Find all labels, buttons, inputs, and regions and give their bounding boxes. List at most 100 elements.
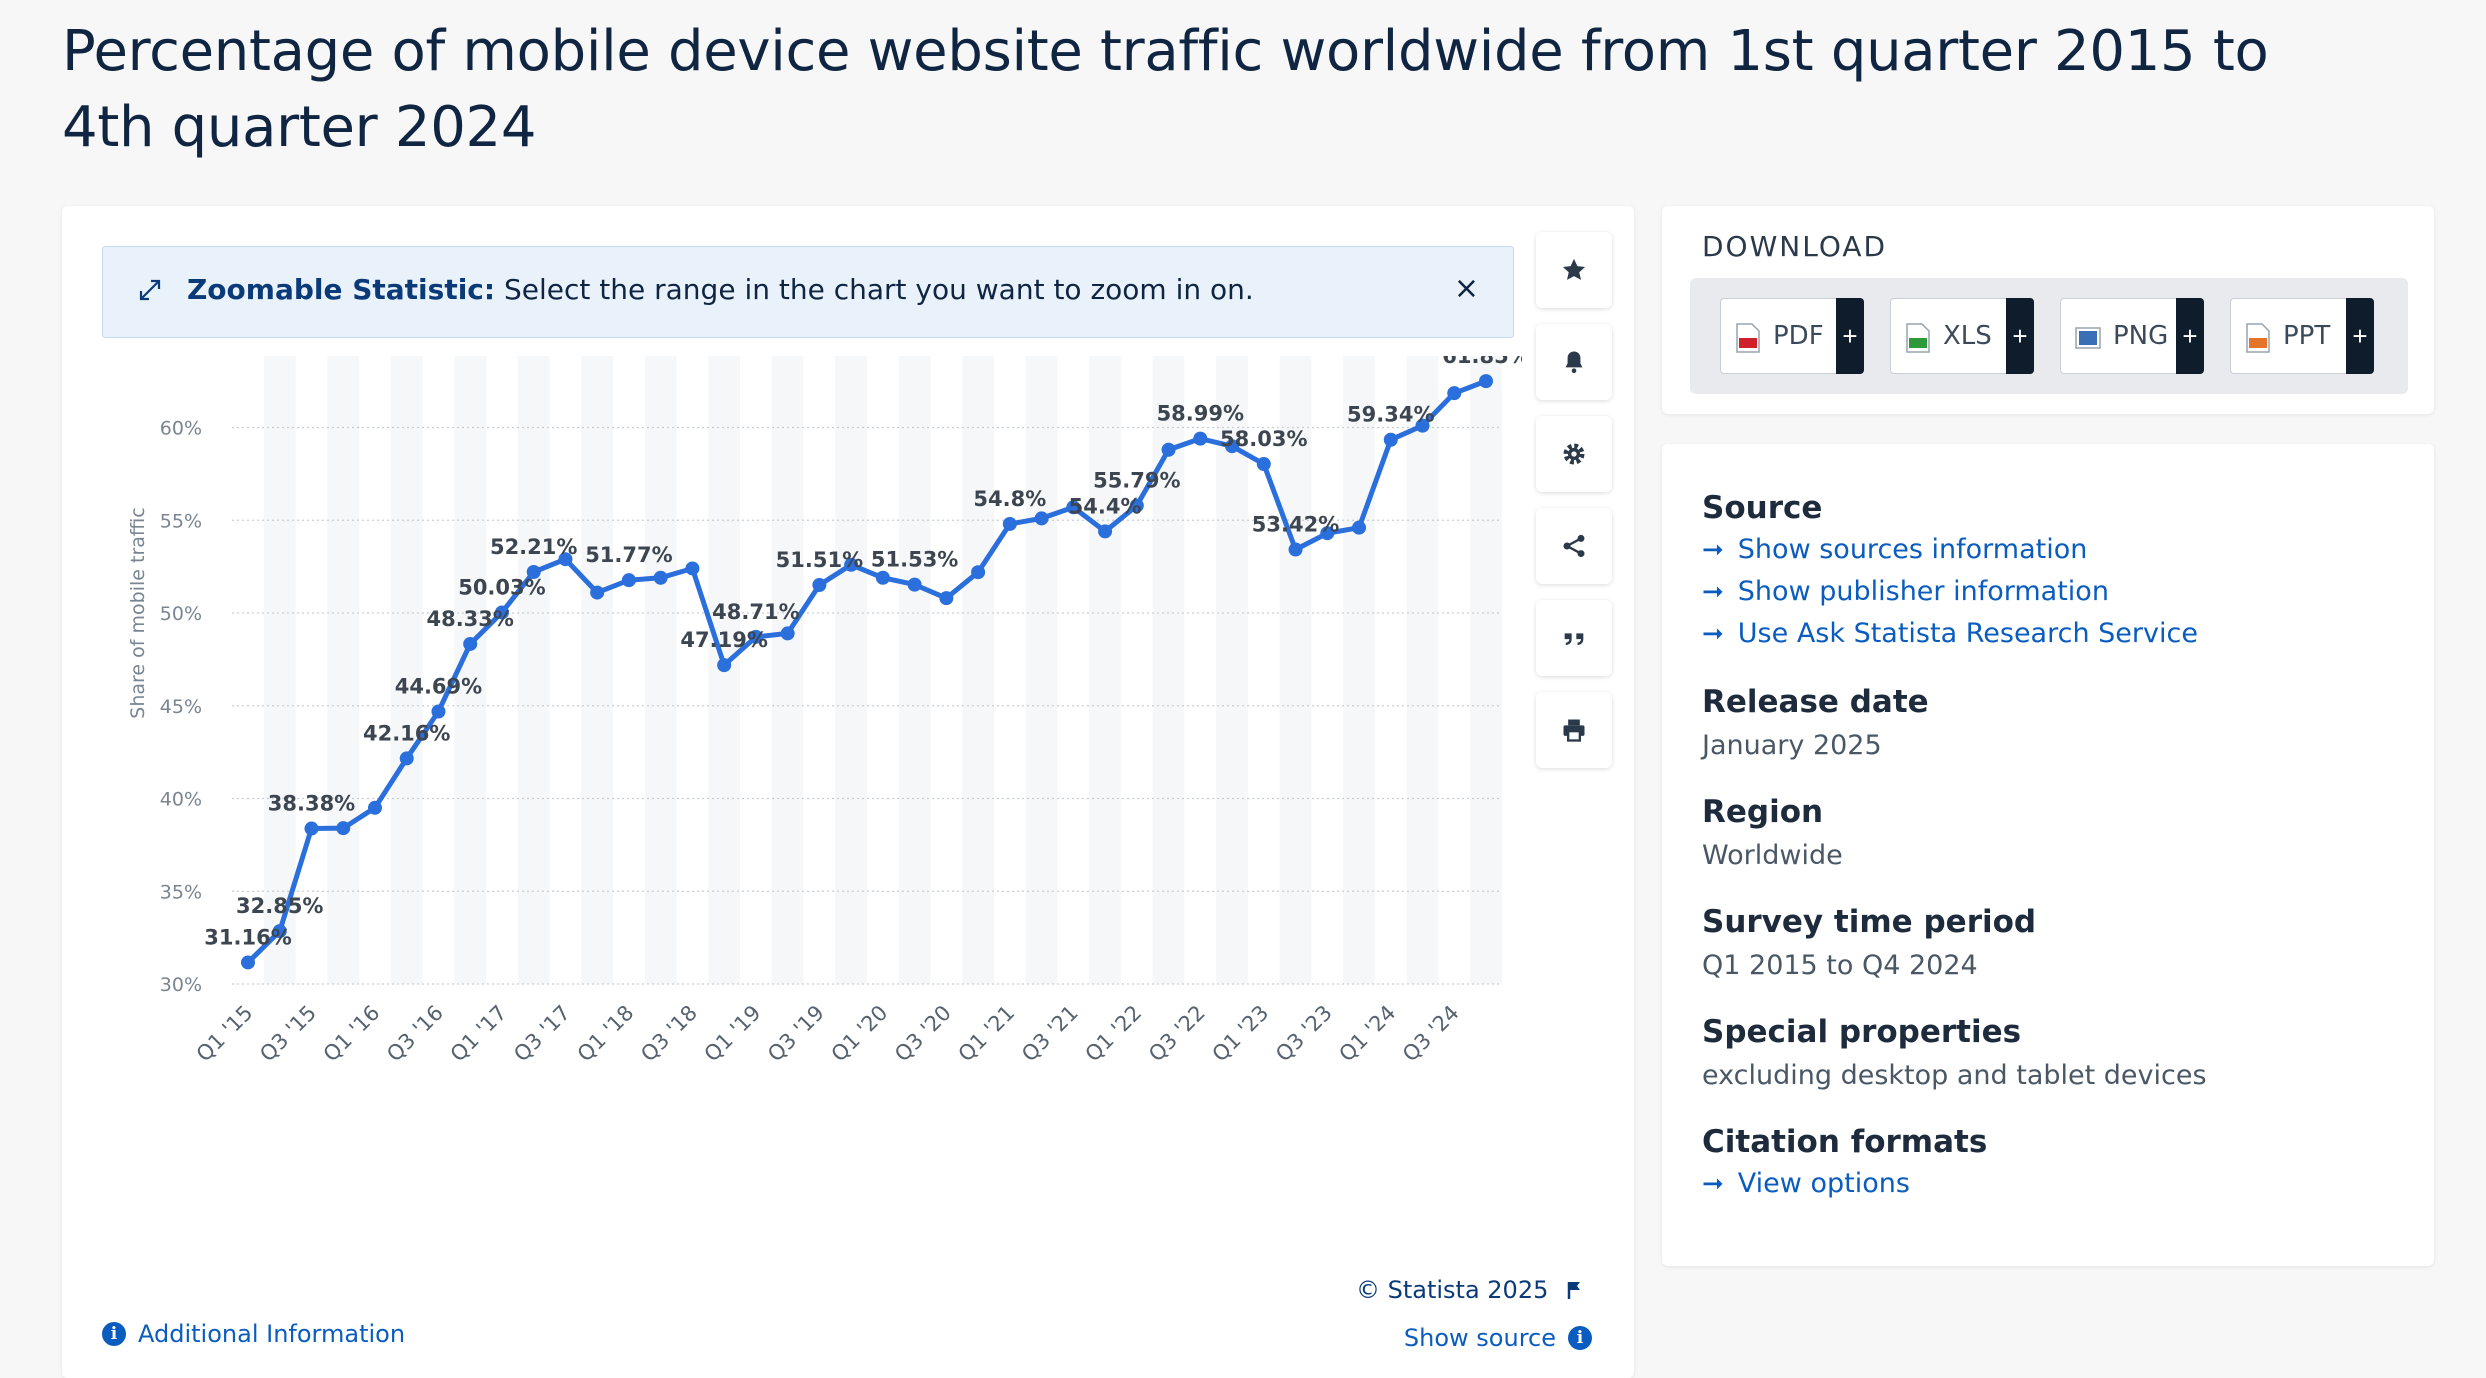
data-label: 58.99% bbox=[1157, 402, 1244, 426]
column-band bbox=[517, 356, 550, 984]
favorite-button[interactable] bbox=[1536, 232, 1612, 308]
x-tick-label: Q3 '23 bbox=[1271, 1001, 1337, 1067]
column-band bbox=[1089, 356, 1121, 984]
data-point bbox=[1320, 526, 1335, 541]
x-tick-label: Q3 '19 bbox=[763, 1001, 829, 1067]
zoom-banner-rest: Select the range in the chart you want t… bbox=[495, 273, 1254, 306]
download-tray: PDF + XLS + PNG + PPT + bbox=[1690, 278, 2408, 394]
data-point bbox=[717, 658, 732, 673]
data-point bbox=[1129, 498, 1144, 513]
cite-button[interactable] bbox=[1536, 600, 1612, 676]
download-png-button[interactable]: PNG + bbox=[2060, 298, 2204, 374]
x-tick-label: Q1 '21 bbox=[954, 1001, 1020, 1067]
data-point bbox=[939, 591, 954, 606]
quote-icon bbox=[1564, 633, 1584, 645]
data-point bbox=[780, 626, 795, 641]
x-tick-label: Q3 '21 bbox=[1017, 1001, 1083, 1067]
data-point bbox=[367, 800, 382, 815]
data-point bbox=[1066, 500, 1081, 515]
print-icon bbox=[1563, 719, 1585, 742]
x-tick-label: Q1 '22 bbox=[1081, 1001, 1147, 1067]
ask-statista-link[interactable]: ➞ Use Ask Statista Research Service bbox=[1702, 618, 2198, 649]
y-tick-label: 55% bbox=[160, 510, 202, 532]
data-label: 54.8% bbox=[973, 487, 1046, 511]
data-point bbox=[399, 751, 414, 766]
x-tick-label: Q1 '18 bbox=[573, 1001, 639, 1067]
show-publisher-link[interactable]: ➞ Show publisher information bbox=[1702, 576, 2109, 607]
region-heading: Region bbox=[1702, 794, 1824, 830]
x-tick-label: Q3 '22 bbox=[1144, 1001, 1210, 1067]
special-properties-heading: Special properties bbox=[1702, 1014, 2022, 1050]
share-icon bbox=[1563, 534, 1585, 558]
x-tick-label: Q3 '15 bbox=[255, 1001, 321, 1067]
release-date-value: January 2025 bbox=[1702, 730, 1882, 761]
data-label: 48.33% bbox=[426, 607, 513, 631]
data-point bbox=[844, 557, 859, 572]
column-band bbox=[1216, 356, 1248, 984]
view-options-label: View options bbox=[1737, 1168, 1910, 1199]
region-value: Worldwide bbox=[1702, 840, 1843, 871]
ppt-file-icon bbox=[2246, 323, 2270, 353]
data-point bbox=[1161, 442, 1176, 457]
alert-button[interactable] bbox=[1536, 324, 1612, 400]
download-png-label: PNG bbox=[2113, 321, 2169, 351]
column-band bbox=[898, 356, 931, 984]
data-point bbox=[241, 955, 255, 970]
x-tick-label: Q1 '23 bbox=[1208, 1001, 1274, 1067]
data-point bbox=[558, 552, 573, 567]
data-point bbox=[1383, 432, 1398, 447]
print-button[interactable] bbox=[1536, 692, 1612, 768]
data-label: 47.19% bbox=[680, 628, 767, 652]
view-options-link[interactable]: ➞ View options bbox=[1702, 1168, 1910, 1199]
data-label: 51.53% bbox=[871, 548, 958, 572]
ask-statista-label: Use Ask Statista Research Service bbox=[1737, 618, 2198, 649]
download-xls-button[interactable]: XLS + bbox=[1890, 298, 2034, 374]
data-point bbox=[1225, 439, 1240, 454]
data-label: 48.71% bbox=[712, 600, 799, 624]
zoom-banner-text: Zoomable Statistic: Select the range in … bbox=[187, 273, 1254, 306]
x-tick-label: Q3 '24 bbox=[1398, 1001, 1464, 1067]
data-point bbox=[1447, 386, 1462, 401]
download-pdf-label: PDF bbox=[1773, 321, 1824, 351]
column-band bbox=[962, 356, 994, 984]
x-tick-label: Q1 '16 bbox=[319, 1001, 385, 1067]
flag-icon[interactable] bbox=[1566, 1280, 1584, 1300]
show-source-link[interactable]: Show source i bbox=[1404, 1324, 1592, 1352]
x-tick-label: Q1 '20 bbox=[827, 1001, 893, 1067]
data-point bbox=[526, 565, 541, 580]
data-point bbox=[1479, 374, 1493, 389]
page-title: Percentage of mobile device website traf… bbox=[62, 19, 2269, 160]
details-card: Source ➞ Show sources information ➞ Show p… bbox=[1662, 444, 2434, 1266]
data-label: 58.03% bbox=[1220, 427, 1307, 451]
data-point bbox=[1193, 431, 1208, 446]
star-icon bbox=[1562, 258, 1586, 280]
zoom-banner: Zoomable Statistic: Select the range in … bbox=[102, 246, 1514, 338]
line-chart[interactable]: 30%35%40%45%50%55%60%65%70%Share of mobi… bbox=[62, 356, 1522, 1276]
download-pdf-button[interactable]: PDF + bbox=[1720, 298, 1864, 374]
source-heading: Source bbox=[1702, 490, 1823, 526]
column-band bbox=[1406, 356, 1439, 984]
y-tick-label: 60% bbox=[160, 418, 202, 440]
additional-information-label: Additional Information bbox=[138, 1320, 406, 1348]
additional-information-link[interactable]: i Additional Information bbox=[102, 1320, 405, 1348]
survey-period-value: Q1 2015 to Q4 2024 bbox=[1702, 950, 1978, 981]
data-label: 51.51% bbox=[776, 548, 863, 572]
column-band bbox=[327, 356, 360, 984]
data-point bbox=[590, 585, 605, 600]
download-heading: DOWNLOAD bbox=[1702, 230, 1888, 263]
data-label: 53.42% bbox=[1252, 513, 1339, 537]
data-point bbox=[653, 570, 668, 585]
data-label: 52.21% bbox=[490, 535, 577, 559]
show-sources-label: Show sources information bbox=[1737, 534, 2088, 565]
share-button[interactable] bbox=[1536, 508, 1612, 584]
data-point bbox=[1002, 516, 1017, 531]
png-file-icon bbox=[2075, 327, 2101, 349]
settings-button[interactable] bbox=[1536, 416, 1612, 492]
show-sources-link[interactable]: ➞ Show sources information bbox=[1702, 534, 2087, 565]
gear-icon bbox=[1563, 443, 1585, 465]
close-icon[interactable]: × bbox=[1453, 271, 1479, 306]
download-ppt-button[interactable]: PPT + bbox=[2230, 298, 2374, 374]
data-point bbox=[1415, 418, 1430, 433]
zoom-banner-bold: Zoomable Statistic: bbox=[187, 273, 496, 306]
x-tick-label: Q3 '20 bbox=[890, 1001, 956, 1067]
